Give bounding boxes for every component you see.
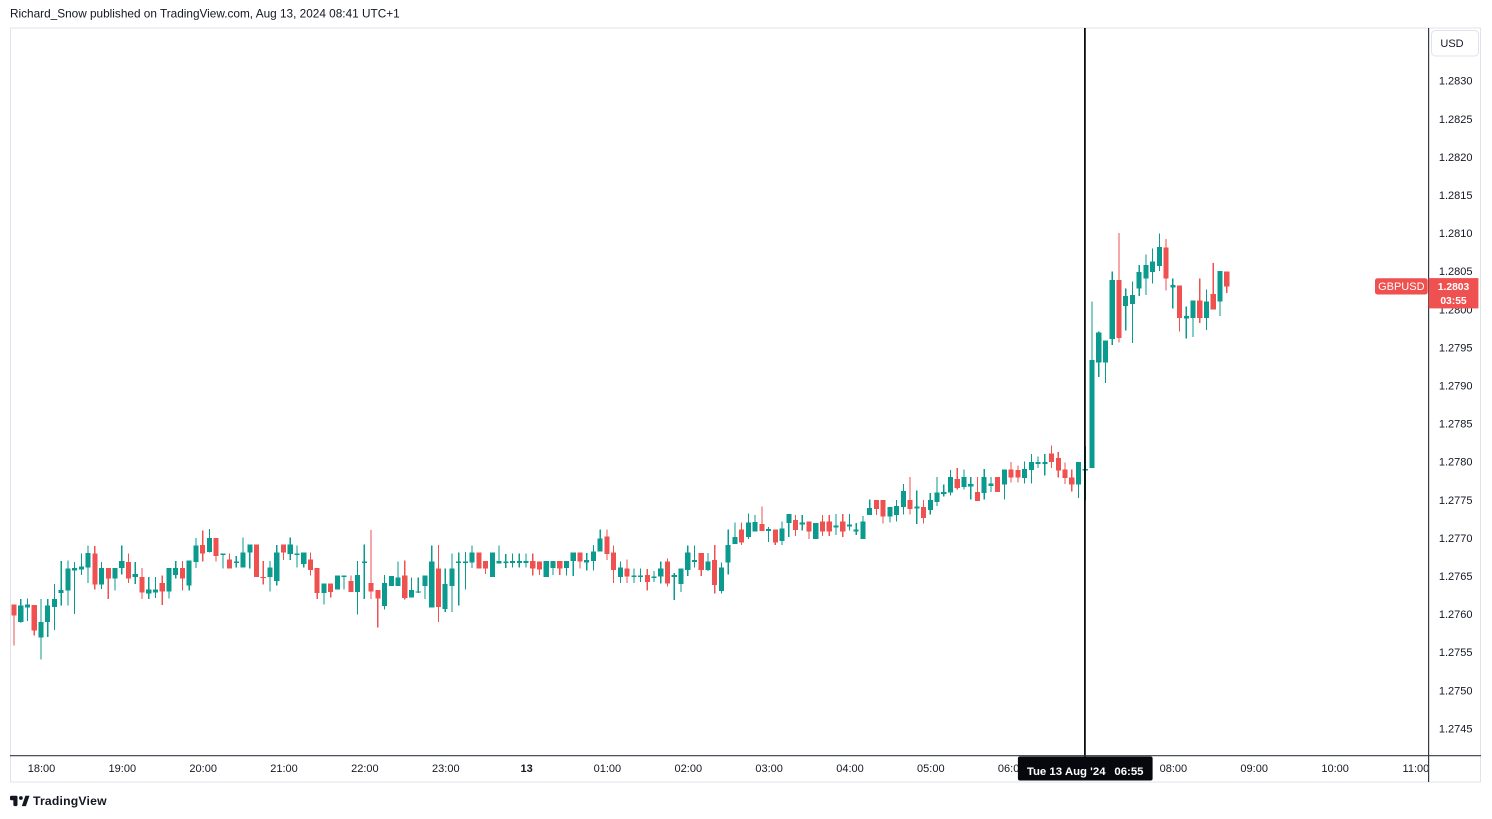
svg-text:1.2750: 1.2750 [1439, 685, 1473, 697]
svg-text:Richard_Snow published on Trad: Richard_Snow published on TradingView.co… [10, 6, 400, 20]
svg-text:1.2803: 1.2803 [1438, 282, 1470, 293]
svg-text:10:00: 10:00 [1321, 763, 1349, 775]
svg-text:1.2790: 1.2790 [1439, 381, 1473, 393]
svg-text:09:00: 09:00 [1240, 763, 1268, 775]
svg-text:21:00: 21:00 [270, 763, 298, 775]
svg-text:04:00: 04:00 [836, 763, 864, 775]
svg-text:08:00: 08:00 [1160, 763, 1188, 775]
svg-text:1.2775: 1.2775 [1439, 495, 1473, 507]
svg-text:13: 13 [520, 763, 532, 775]
svg-text:1.2765: 1.2765 [1439, 571, 1473, 583]
svg-text:03:00: 03:00 [755, 763, 783, 775]
svg-text:TradingView: TradingView [33, 794, 107, 808]
svg-text:1.2830: 1.2830 [1439, 76, 1473, 88]
svg-text:23:00: 23:00 [432, 763, 460, 775]
svg-text:1.2795: 1.2795 [1439, 342, 1473, 354]
svg-text:1.2805: 1.2805 [1439, 266, 1473, 278]
svg-text:1.2770: 1.2770 [1439, 533, 1473, 545]
svg-text:1.2820: 1.2820 [1439, 152, 1473, 164]
svg-text:05:00: 05:00 [917, 763, 945, 775]
svg-text:Tue 13 Aug '24 06:55: Tue 13 Aug '24 06:55 [1027, 766, 1144, 778]
svg-text:22:00: 22:00 [351, 763, 379, 775]
svg-text:01:00: 01:00 [594, 763, 622, 775]
svg-text:1.2780: 1.2780 [1439, 457, 1473, 469]
svg-text:GBPUSD: GBPUSD [1378, 281, 1425, 293]
svg-text:1.2785: 1.2785 [1439, 419, 1473, 431]
svg-text:11:00: 11:00 [1403, 763, 1430, 775]
svg-text:18:00: 18:00 [28, 763, 56, 775]
svg-text:03:55: 03:55 [1440, 296, 1467, 307]
svg-text:1.2825: 1.2825 [1439, 114, 1473, 126]
svg-text:19:00: 19:00 [109, 763, 137, 775]
svg-text:1.2815: 1.2815 [1439, 190, 1473, 202]
svg-text:USD: USD [1440, 38, 1463, 50]
svg-text:20:00: 20:00 [189, 763, 217, 775]
svg-text:1.2745: 1.2745 [1439, 723, 1473, 735]
svg-text:02:00: 02:00 [675, 763, 703, 775]
svg-text:1.2760: 1.2760 [1439, 609, 1473, 621]
svg-text:1.2755: 1.2755 [1439, 647, 1473, 659]
svg-text:1.2810: 1.2810 [1439, 228, 1473, 240]
